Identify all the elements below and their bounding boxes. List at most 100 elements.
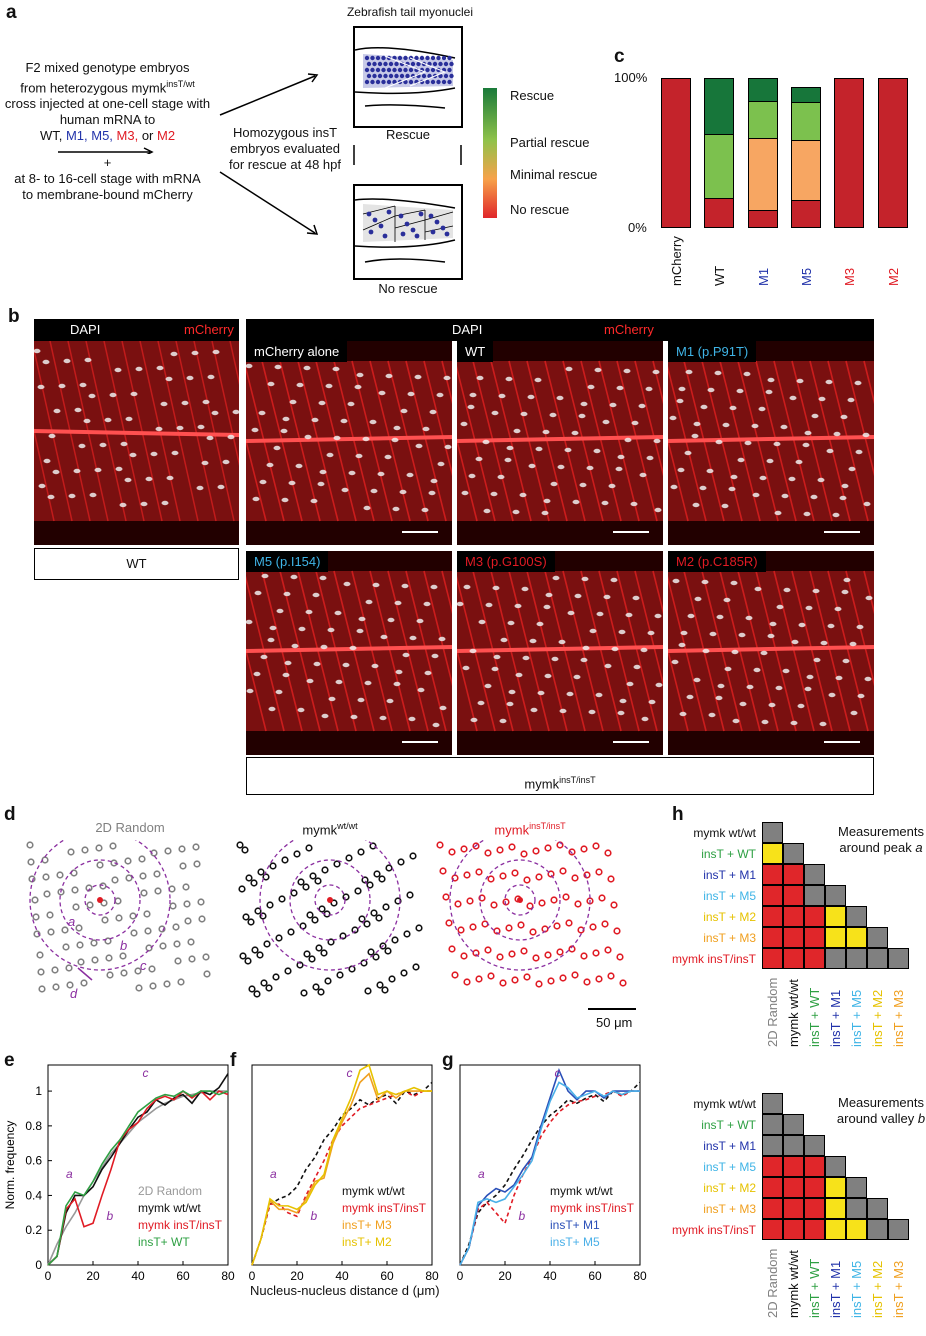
heatmap-col-label: insT + M5: [849, 1260, 864, 1318]
heatmap-col-label: mymk wt/wt: [786, 979, 801, 1047]
heatmap-cell-gray: [867, 948, 888, 969]
series-line: [251, 1063, 432, 1266]
bar-category-label: M3: [842, 267, 858, 286]
heatmap-cell-red: [762, 1177, 783, 1198]
series-line: [459, 1081, 640, 1266]
legend-entry: insT+ WT: [138, 1235, 190, 1249]
bar-category-label: WT: [712, 265, 728, 286]
x-tick-label: 20: [290, 1269, 304, 1283]
x-tick-label: 40: [131, 1269, 145, 1283]
microscopy-image-illustration: [246, 570, 452, 732]
c-ytick-0: 0%: [628, 220, 647, 235]
heatmap-col-label: insT + M1: [828, 989, 843, 1047]
bar-category-label: M5: [799, 267, 814, 286]
heatmap-cell-red: [804, 1198, 825, 1219]
peak-annotation: b: [311, 1209, 318, 1223]
protocol-line: cross injected at one-cell stage with: [4, 96, 211, 112]
heatmap-row-label: insT + M3: [703, 931, 756, 945]
scale-bar: [824, 741, 860, 743]
tile-label: M3 (p.G100S): [457, 551, 555, 572]
microscopy-image-illustration: [246, 360, 452, 522]
x-tick-label: 0: [45, 1269, 52, 1283]
microscopy-image-wt-control: [34, 341, 239, 545]
tile-label: M5 (p.I154): [246, 551, 329, 572]
heatmap-cell-red: [762, 1198, 783, 1219]
heatmap-cell-red: [804, 1156, 825, 1177]
peak-annotation: a: [478, 1167, 485, 1181]
heatmap-cell-red: [783, 1177, 804, 1198]
scale-bar: [613, 531, 649, 533]
legend-entry: mymk wt/wt: [138, 1201, 201, 1215]
bar-segment-no-rescue: [834, 78, 865, 228]
legend-entry: mymk insT/insT: [550, 1201, 635, 1215]
series-line: [251, 1072, 432, 1266]
legend-entry: mymk insT/insT: [342, 1201, 427, 1215]
arrow-icon: [58, 147, 154, 154]
bar-category-label: M2: [885, 267, 901, 286]
distance-label-d: d: [70, 986, 78, 1001]
rescue-diagram: [353, 26, 463, 128]
heatmap-cell-red: [783, 864, 804, 885]
heatmap-cell-gray: [846, 906, 867, 927]
heatmap-col-label: insT + M2: [870, 1260, 885, 1318]
legend-entry: insT+ M2: [342, 1235, 392, 1249]
heatmap-row-label: mymk insT/insT: [672, 952, 756, 966]
no-rescue-label: No rescue: [378, 281, 438, 296]
legend-no-rescue: No rescue: [510, 202, 570, 217]
d-title-inst: mymkinsT/insT: [494, 821, 566, 838]
panel-label-g: g: [442, 1050, 454, 1071]
heatmap-title: Measurements around valley b: [836, 1095, 926, 1126]
legend-minimal-rescue: Minimal rescue: [510, 167, 598, 182]
heatmap-cell-gray: [888, 948, 909, 969]
scale-bar: [824, 531, 860, 533]
mrna-list: WT, M1, M5, M3, or M2: [0, 128, 215, 144]
heatmap-cell-red: [762, 927, 783, 948]
heatmap-cell-yellow: [825, 906, 846, 927]
heatmap-cell-red: [804, 927, 825, 948]
no-rescue-myonuclei-illustration: [354, 198, 456, 263]
rescue-stacked-bar-chart: mCherry WT M1 M5 M3 M2: [655, 78, 915, 286]
heatmap-row-label: insT + M5: [703, 889, 756, 903]
mcherry-label: mCherry: [184, 322, 234, 337]
peak-annotation: c: [143, 1066, 149, 1080]
series-line: [251, 1081, 433, 1266]
heatmap-cell-gray: [762, 1093, 783, 1114]
series-line: [47, 1073, 229, 1266]
x-tick-label: 80: [221, 1269, 235, 1283]
heatmap-row-label: insT + M1: [703, 868, 756, 882]
tile-label: M1 (p.P91T): [668, 341, 757, 362]
x-tick-label: 80: [633, 1269, 647, 1283]
protocol-text: F2 mixed genotype embryos from heterozyg…: [0, 60, 215, 144]
heatmap-col-label: insT + M5: [849, 989, 864, 1047]
x-tick-label: 20: [86, 1269, 100, 1283]
heatmap-row-label: mymk wt/wt: [693, 826, 756, 840]
microscopy-image-tile: M3 (p.G100S): [457, 551, 663, 755]
microscopy-image-illustration: [668, 360, 874, 522]
bar-category-label: M1: [755, 267, 771, 286]
legend-entry: insT+ M1: [550, 1218, 600, 1232]
heatmap-cell-yellow: [825, 1198, 846, 1219]
heatmap-row-label: insT + M3: [703, 1202, 756, 1216]
heatmap-cell-red: [783, 1156, 804, 1177]
peak-annotation: b: [107, 1209, 114, 1223]
scale-bar: [588, 1008, 636, 1010]
heatmap-row-label: mymk wt/wt: [693, 1097, 756, 1111]
heatmap-cell-gray: [804, 1135, 825, 1156]
bar-segment-no-rescue: [791, 199, 821, 228]
heatmap-col-label: insT + WT: [807, 1258, 822, 1318]
heatmap-cell-yellow: [846, 1219, 867, 1240]
series-line: [47, 1090, 229, 1266]
mrna-item: M2: [157, 128, 176, 144]
scale-bar-label: 50 μm: [596, 1015, 633, 1030]
heatmap-cell-red: [783, 1198, 804, 1219]
heatmap-cell-red: [762, 906, 783, 927]
panel-label-b: b: [8, 306, 20, 327]
bar-segment-rescue: [791, 87, 821, 102]
scale-bar: [402, 741, 438, 743]
heatmap-cell-red: [762, 1156, 783, 1177]
nuclei-scatter: [26, 840, 211, 993]
x-tick-label: 0: [249, 1269, 256, 1283]
panel-label-c: c: [614, 46, 625, 67]
distance-arrow: [77, 967, 93, 981]
mrna-item: or: [141, 128, 157, 144]
